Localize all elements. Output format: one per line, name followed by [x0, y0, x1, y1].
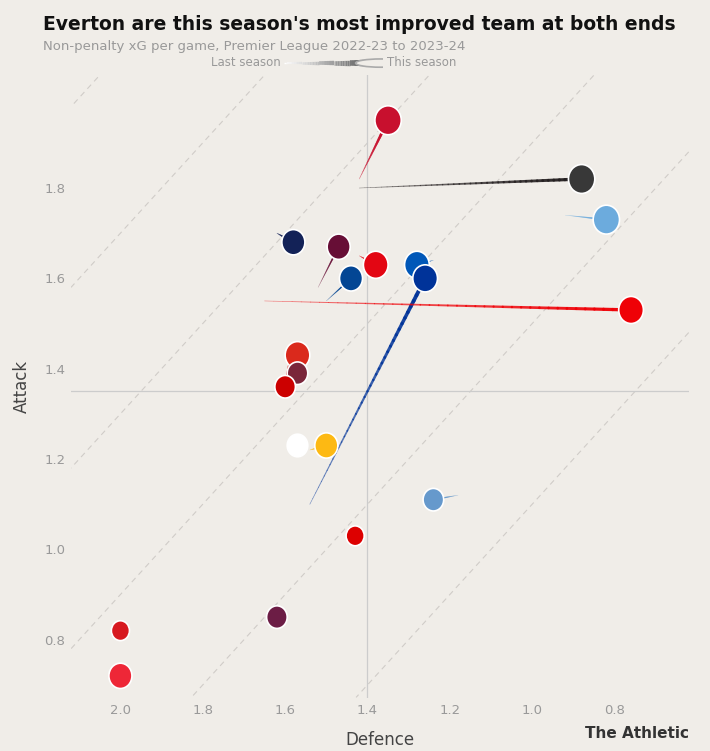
Circle shape — [275, 376, 295, 398]
X-axis label: Defence: Defence — [345, 731, 415, 749]
Circle shape — [593, 205, 620, 234]
Circle shape — [346, 526, 364, 546]
Circle shape — [282, 230, 305, 255]
Text: Non-penalty xG per game, Premier League 2022-23 to 2023-24: Non-penalty xG per game, Premier League … — [43, 40, 465, 53]
Text: Everton are this season's most improved team at both ends: Everton are this season's most improved … — [43, 15, 675, 34]
Circle shape — [405, 252, 430, 279]
Circle shape — [423, 488, 444, 511]
Circle shape — [287, 434, 307, 457]
Circle shape — [109, 663, 132, 689]
Y-axis label: Attack: Attack — [13, 360, 31, 413]
Circle shape — [315, 433, 338, 458]
Circle shape — [364, 252, 388, 279]
Circle shape — [339, 266, 363, 291]
Circle shape — [413, 265, 437, 292]
Text: This season: This season — [387, 56, 457, 69]
Circle shape — [287, 362, 307, 385]
Circle shape — [327, 234, 350, 259]
Text: Last season: Last season — [211, 56, 280, 69]
Circle shape — [285, 342, 310, 369]
Circle shape — [375, 106, 401, 134]
Circle shape — [111, 621, 129, 641]
Circle shape — [618, 297, 643, 324]
Circle shape — [266, 606, 287, 629]
Circle shape — [569, 164, 595, 194]
Text: The Athletic: The Athletic — [585, 726, 689, 741]
Circle shape — [356, 59, 405, 68]
